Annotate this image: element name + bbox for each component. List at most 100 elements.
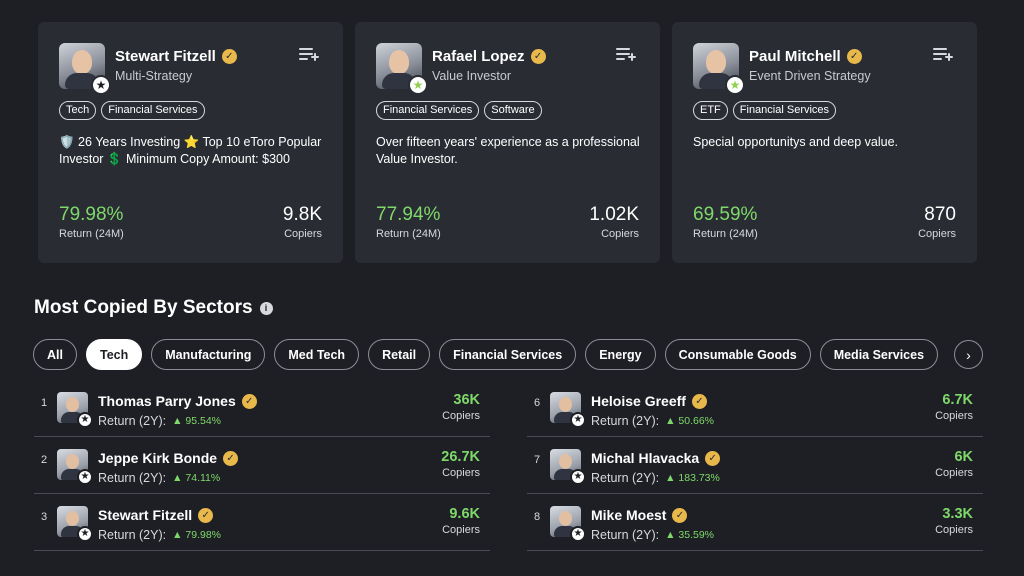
investor-description: 🛡️ 26 Years Investing ⭐ Top 10 eToro Pop…: [59, 135, 322, 166]
rank: 1: [41, 397, 48, 409]
investor-name-text[interactable]: Stewart Fitzell: [115, 48, 216, 65]
investor-name[interactable]: Michal Hlavacka ✓: [591, 450, 721, 466]
tag-list: Tech Financial Services: [59, 101, 205, 120]
avatar[interactable]: ★: [376, 43, 428, 95]
tag[interactable]: Financial Services: [732, 101, 837, 120]
investor-name[interactable]: Paul Mitchell ✓: [749, 48, 862, 65]
add-to-watchlist-icon[interactable]: [299, 46, 319, 62]
tag[interactable]: ETF: [693, 101, 728, 120]
chip-retail[interactable]: Retail: [368, 339, 431, 370]
avatar[interactable]: ★: [550, 392, 586, 428]
investor-name[interactable]: Stewart Fitzell ✓: [115, 48, 237, 65]
avatar-face: [559, 397, 572, 412]
investor-name[interactable]: Stewart Fitzell ✓: [98, 507, 214, 523]
investor-name-text[interactable]: Stewart Fitzell: [98, 507, 193, 523]
avatar[interactable]: ★: [550, 449, 586, 485]
info-icon[interactable]: i: [259, 301, 273, 315]
investor-card[interactable]: ★ Rafael Lopez ✓ Value Investor Financia…: [355, 22, 660, 263]
list-item[interactable]: 2 ★ Jeppe Kirk Bonde ✓ Return (2Y): ▲ 74.1…: [34, 437, 490, 494]
investor-card[interactable]: ★ Stewart Fitzell ✓ Multi-Strategy Tech …: [38, 22, 343, 263]
chip-all[interactable]: All: [33, 339, 77, 370]
investor-name-text[interactable]: Mike Moest: [591, 507, 667, 523]
investor-name[interactable]: Mike Moest ✓: [591, 507, 688, 523]
list-item[interactable]: 7 ★ Michal Hlavacka ✓ Return (2Y): ▲ 183.7…: [527, 437, 983, 494]
avatar-face: [389, 50, 409, 74]
avatar-body: [554, 526, 577, 537]
copiers-label: Copiers: [442, 467, 480, 479]
return-label: Return (2Y):: [98, 414, 167, 428]
return-value: ▲ 183.73%: [665, 472, 720, 484]
return-value: ▲ 35.59%: [665, 529, 715, 541]
investor-name-text[interactable]: Heloise Greeff: [591, 393, 686, 409]
copiers-label: Copiers: [284, 228, 322, 240]
copiers-label: Copiers: [601, 228, 639, 240]
chip-med-tech[interactable]: Med Tech: [274, 339, 360, 370]
return-label: Return (2Y):: [98, 471, 167, 485]
add-to-watchlist-icon[interactable]: [933, 46, 953, 62]
verified-icon: ✓: [705, 450, 721, 466]
return-info: Return (2Y): ▲ 79.98%: [98, 528, 221, 542]
avatar[interactable]: ★: [57, 392, 93, 428]
investor-strategy: Value Investor: [432, 69, 511, 83]
star-icon: ★: [77, 526, 93, 542]
star-icon: ★: [570, 412, 586, 428]
avatar[interactable]: ★: [693, 43, 745, 95]
investor-name[interactable]: Heloise Greeff ✓: [591, 393, 707, 409]
chevron-right-icon[interactable]: ›: [954, 340, 983, 369]
star-icon: ★: [570, 526, 586, 542]
investor-name-text[interactable]: Jeppe Kirk Bonde: [98, 450, 218, 466]
copiers-label: Copiers: [918, 228, 956, 240]
avatar-face: [66, 511, 79, 526]
list-item[interactable]: 6 ★ Heloise Greeff ✓ Return (2Y): ▲ 50.66%…: [527, 380, 983, 437]
investor-name[interactable]: Rafael Lopez ✓: [432, 48, 546, 65]
copiers-value: 6.7K: [942, 392, 973, 408]
return-value: ▲ 74.11%: [172, 472, 221, 484]
verified-icon: ✓: [691, 393, 707, 409]
tag[interactable]: Financial Services: [101, 101, 205, 120]
investor-name[interactable]: Jeppe Kirk Bonde ✓: [98, 450, 239, 466]
avatar-face: [72, 50, 92, 74]
avatar[interactable]: ★: [550, 506, 586, 542]
chip-energy[interactable]: Energy: [585, 339, 656, 370]
verified-icon: ✓: [241, 393, 257, 409]
return-info: Return (2Y): ▲ 74.11%: [98, 471, 220, 485]
copiers-value: 6K: [954, 449, 973, 465]
star-icon: ★: [91, 75, 111, 95]
investor-name-text[interactable]: Thomas Parry Jones: [98, 393, 236, 409]
avatar[interactable]: ★: [57, 449, 93, 485]
return-info: Return (2Y): ▲ 95.54%: [98, 414, 221, 428]
avatar-body: [554, 412, 577, 423]
chip-financial-services[interactable]: Financial Services: [439, 339, 577, 370]
investor-name-text[interactable]: Rafael Lopez: [432, 48, 525, 65]
return-info: Return (2Y): ▲ 183.73%: [591, 471, 720, 485]
investor-name-text[interactable]: Paul Mitchell: [749, 48, 841, 65]
chip-consumable-goods[interactable]: Consumable Goods: [664, 339, 811, 370]
return-label: Return (24M): [376, 228, 441, 240]
copiers-value: 9.8K: [282, 204, 322, 225]
list-item[interactable]: 1 ★ Thomas Parry Jones ✓ Return (2Y): ▲ 95…: [34, 380, 490, 437]
avatar-body: [382, 73, 416, 89]
avatar-body: [699, 73, 733, 89]
verified-icon: ✓: [846, 49, 862, 64]
chip-manufacturing[interactable]: Manufacturing: [151, 339, 266, 370]
tag[interactable]: Tech: [59, 101, 97, 120]
list-item[interactable]: 8 ★ Mike Moest ✓ Return (2Y): ▲ 35.59% 3.3…: [527, 494, 983, 551]
copiers-value: 9.6K: [449, 506, 480, 522]
investor-name[interactable]: Thomas Parry Jones ✓: [98, 393, 257, 409]
tag[interactable]: Software: [484, 101, 542, 120]
avatar[interactable]: ★: [57, 506, 93, 542]
avatar-body: [65, 73, 99, 89]
investor-card[interactable]: ★ Paul Mitchell ✓ Event Driven Strategy …: [672, 22, 977, 263]
chip-media-services[interactable]: Media Services: [819, 339, 939, 370]
copiers-value: 870: [924, 204, 956, 225]
tag[interactable]: Financial Services: [376, 101, 480, 120]
list-item[interactable]: 3 ★ Stewart Fitzell ✓ Return (2Y): ▲ 79.98…: [34, 494, 490, 551]
investor-name-text[interactable]: Michal Hlavacka: [591, 450, 700, 466]
investor-cards: ★ Stewart Fitzell ✓ Multi-Strategy Tech …: [38, 22, 977, 263]
chip-tech[interactable]: Tech: [85, 339, 143, 370]
verified-icon: ✓: [530, 49, 546, 64]
avatar[interactable]: ★: [59, 43, 111, 95]
star-icon: ★: [77, 412, 93, 428]
return-value: 69.59%: [693, 204, 758, 225]
add-to-watchlist-icon[interactable]: [616, 46, 636, 62]
